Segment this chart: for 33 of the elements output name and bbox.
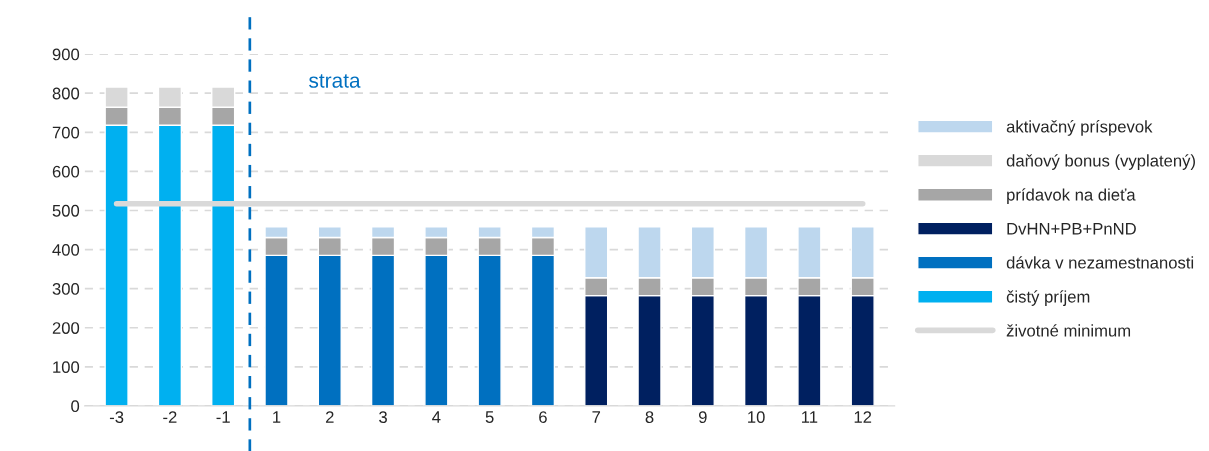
legend-label: DvHN+PB+PnND: [1007, 223, 1136, 235]
y-tick-label: 400: [52, 243, 80, 256]
x-tick-label: -2: [163, 411, 177, 423]
x-tick-label: -3: [109, 411, 124, 423]
y-tick-label: 900: [52, 48, 80, 61]
y-tick-label: 700: [52, 126, 80, 139]
y-tick-label: 800: [52, 87, 80, 100]
annotation: strata: [309, 74, 361, 88]
legend-label: dávka v nezamestnanosti: [1006, 256, 1194, 269]
y-tick-label: 0: [71, 400, 80, 413]
x-tick-label: 12: [854, 411, 872, 423]
x-tick-label: 3: [379, 411, 387, 423]
y-tick-label: 100: [53, 361, 80, 374]
x-tick-label: 11: [802, 411, 818, 423]
y-tick-label: 600: [52, 165, 80, 178]
legend-label: prídavok na dieťa: [1007, 188, 1136, 204]
x-tick-label: 6: [539, 411, 547, 423]
x-tick-label: -1: [216, 411, 230, 423]
x-tick-label: 1: [273, 411, 281, 423]
legend-label: čistý príjem: [1006, 290, 1090, 306]
y-tick-label: 500: [52, 204, 80, 217]
y-tick-label: 200: [52, 322, 80, 334]
x-tick-label: 9: [698, 411, 707, 423]
y-tick-label: 300: [52, 283, 80, 295]
x-tick-label: 8: [645, 411, 654, 423]
x-tick-label: 4: [432, 411, 441, 423]
legend-label: životné minimum: [1006, 324, 1131, 337]
x-tick-label: 5: [485, 411, 494, 423]
x-tick-label: 7: [592, 411, 601, 423]
legend-label: daňový bonus (vyplatený): [1006, 154, 1195, 170]
x-tick-label: 10: [748, 411, 765, 423]
x-tick-label: 2: [325, 411, 334, 423]
legend-label: aktivačný príspevok: [1006, 120, 1153, 136]
